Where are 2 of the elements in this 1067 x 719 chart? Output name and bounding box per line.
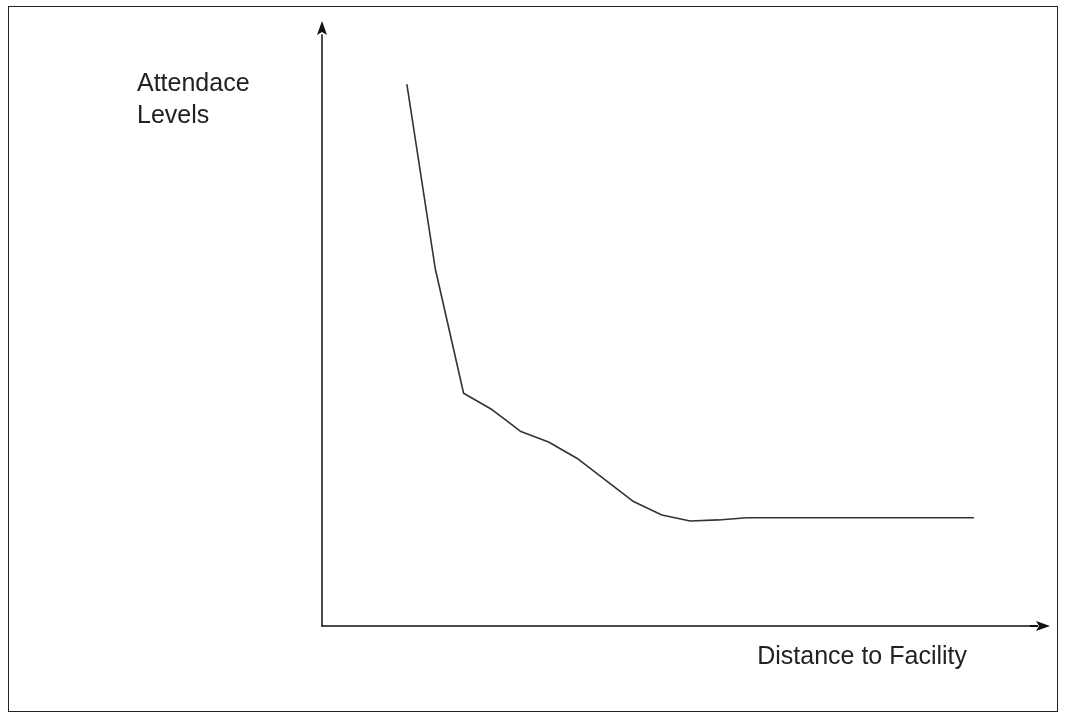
y-axis-title: Attendace Levels [137, 68, 257, 128]
x-axis-title: Distance to Facility [757, 640, 968, 669]
